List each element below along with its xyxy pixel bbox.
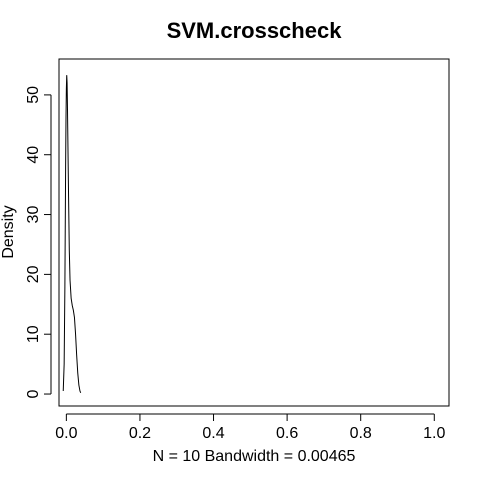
y-axis: 0 10 20 30 40 50: [25, 86, 52, 398]
x-axis-label: N = 10 Bandwidth = 0.00465: [153, 448, 356, 465]
y-tick-label: 0: [25, 389, 42, 398]
y-tick-label: 10: [25, 325, 42, 343]
plot-frame: [58, 58, 450, 407]
y-tick-label: 50: [25, 86, 42, 104]
x-tick-label: 0.6: [276, 425, 298, 442]
density-curve: [62, 75, 82, 394]
x-tick-label: 0.0: [55, 425, 77, 442]
y-axis-label: Density: [0, 205, 17, 258]
x-tick-label: 0.2: [129, 425, 151, 442]
y-tick-label: 20: [25, 265, 42, 283]
y-tick-label: 40: [25, 146, 42, 164]
y-tick-label: 30: [25, 206, 42, 224]
x-tick-label: 1.0: [423, 425, 445, 442]
chart-title: SVM.crosscheck: [167, 18, 343, 43]
x-axis: 0.0 0.2 0.4 0.6 0.8 1.0: [55, 413, 446, 442]
x-tick-label: 0.8: [350, 425, 372, 442]
x-tick-label: 0.4: [202, 425, 224, 442]
